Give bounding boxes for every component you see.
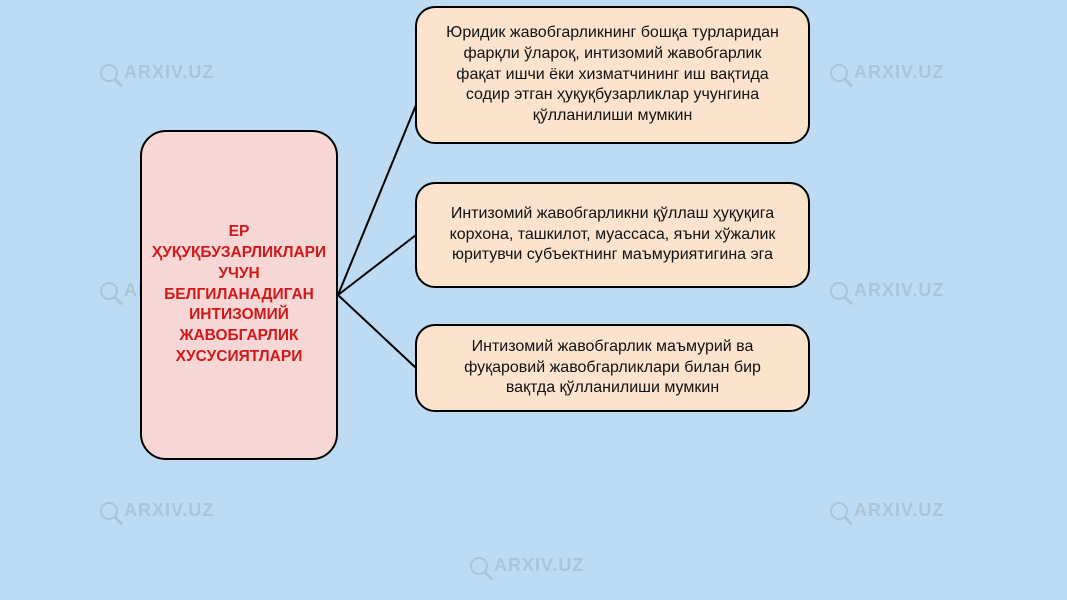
connector-line — [338, 105, 416, 295]
watermark: ARXIV.UZ — [100, 62, 214, 83]
watermark-text: ARXIV.UZ — [124, 62, 214, 83]
child-node: Интизомий жавобгарликни қўллаш ҳуқуқига … — [415, 182, 810, 288]
connector-line — [338, 235, 416, 295]
child-node-text: Интизомий жавобгарликни қўллаш ҳуқуқига … — [439, 204, 786, 266]
child-node-text: Юридик жавобгарликнинг бошқа турларидан … — [439, 23, 786, 127]
watermark: ARXIV.UZ — [830, 62, 944, 83]
watermark: ARXIV.UZ — [830, 280, 944, 301]
watermark-text: ARXIV.UZ — [854, 280, 944, 301]
watermark: ARXIV.UZ — [100, 500, 214, 521]
connector-line — [338, 295, 416, 368]
child-node: Юридик жавобгарликнинг бошқа турларидан … — [415, 6, 810, 144]
child-node: Интизомий жавобгарлик маъмурий ва фуқаро… — [415, 324, 810, 412]
watermark: ARXIV.UZ — [470, 555, 584, 576]
child-node-text: Интизомий жавобгарлик маъмурий ва фуқаро… — [439, 337, 786, 399]
watermark-text: ARXIV.UZ — [854, 500, 944, 521]
root-node-text: ЕР ҲУҚУҚБУЗАРЛИКЛАРИ УЧУН БЕЛГИЛАНАДИГАН… — [152, 222, 326, 368]
watermark: ARXIV.UZ — [830, 500, 944, 521]
watermark-text: ARXIV.UZ — [854, 62, 944, 83]
watermark-text: ARXIV.UZ — [494, 555, 584, 576]
root-node: ЕР ҲУҚУҚБУЗАРЛИКЛАРИ УЧУН БЕЛГИЛАНАДИГАН… — [140, 130, 338, 460]
watermark-text: ARXIV.UZ — [124, 500, 214, 521]
